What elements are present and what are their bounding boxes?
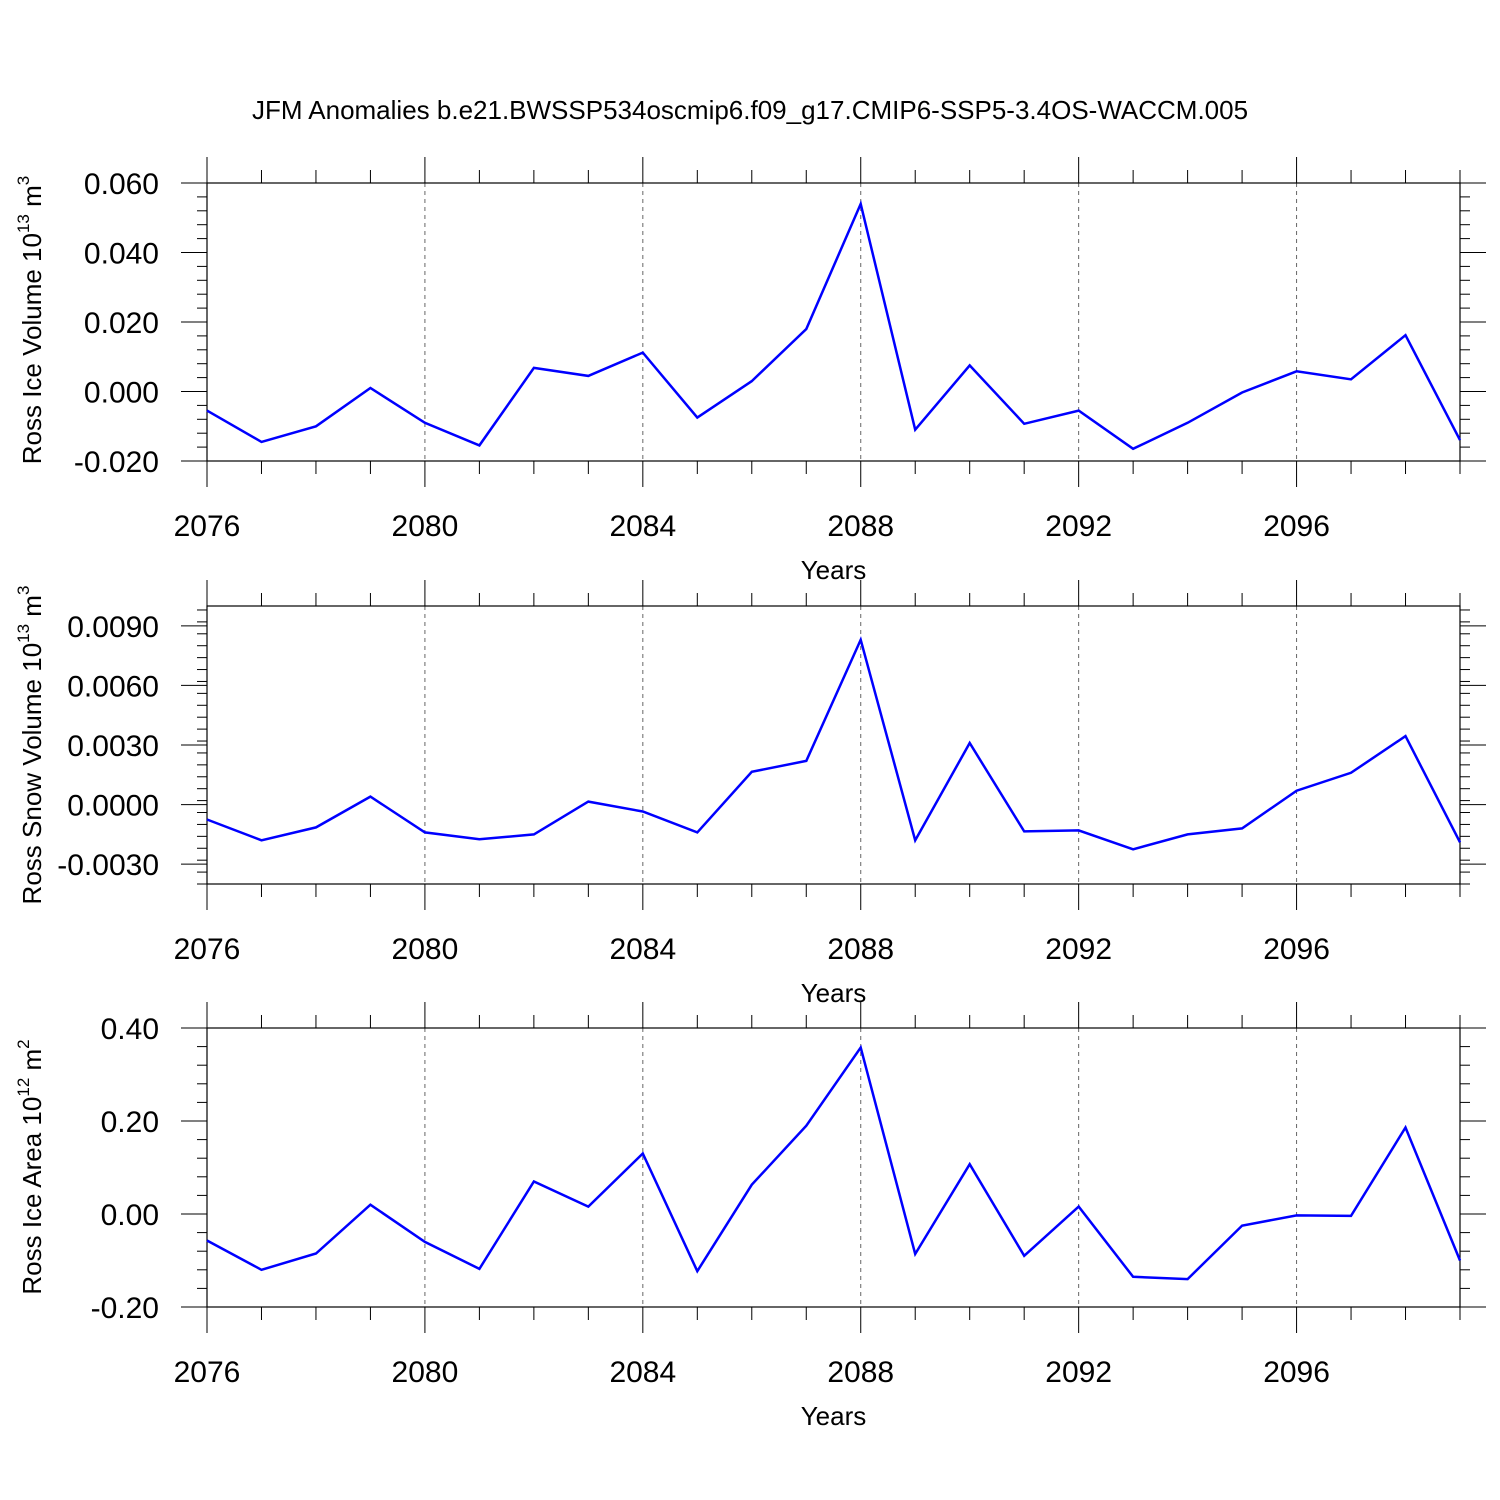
series-line <box>206 636 1462 851</box>
y-tick-label: 0.0090 <box>67 611 159 644</box>
plot-frame <box>206 1027 1461 1308</box>
y-axis-label: Ross Ice Volume 1013 m3 <box>14 176 47 465</box>
y-axis-label-text: Ross Ice Area 10 <box>17 1097 47 1295</box>
y-axis-label-unit-exp: 3 <box>14 176 33 185</box>
x-tick-label: 2080 <box>392 1356 459 1389</box>
x-tick-label: 2076 <box>174 933 241 966</box>
x-axis-label: Years <box>801 555 867 585</box>
y-tick-label: 0.060 <box>84 168 159 201</box>
x-tick-label: 2080 <box>392 510 459 543</box>
x-tick-label: 2084 <box>609 933 676 966</box>
x-tick-label: 2076 <box>174 510 241 543</box>
x-tick-label: 2088 <box>827 933 894 966</box>
y-tick-label: 0.20 <box>101 1106 159 1139</box>
y-axis-label-unit: m <box>17 185 47 214</box>
y-axis-label-exp: 13 <box>14 624 33 643</box>
y-tick-label: 0.40 <box>101 1013 159 1046</box>
y-axis-label-unit: m <box>17 1049 47 1078</box>
y-tick-label: 0.0030 <box>67 730 159 763</box>
y-tick-label: 0.020 <box>84 307 159 340</box>
x-tick-label: 2092 <box>1045 510 1112 543</box>
x-tick-label: 2088 <box>827 1356 894 1389</box>
y-axis-label-text: Ross Snow Volume 10 <box>17 643 47 905</box>
y-axis-label-exp: 12 <box>14 1078 33 1097</box>
y-axis-label-unit-exp: 2 <box>14 1039 33 1048</box>
series-line <box>206 1044 1462 1281</box>
y-tick-label: 0.040 <box>84 238 159 271</box>
panel-2: 2076 2080 2084 2088 2092 2096 Years -0.0030 0.00… <box>14 580 1486 1008</box>
y-axis-label: Ross Snow Volume 1013 m3 <box>14 586 47 905</box>
y-axis-label-exp: 13 <box>14 214 33 233</box>
x-tick-label: 2096 <box>1263 1356 1330 1389</box>
panels: 2076 2080 2084 2088 2092 2096Years-0.0200.000… <box>14 157 1486 1431</box>
y-tick-label: 0.00 <box>101 1199 159 1232</box>
plot-frame <box>206 605 1461 885</box>
chart-title: JFM Anomalies b.e21.BWSSP534oscmip6.f09_… <box>252 95 1248 125</box>
x-tick-label: 2084 <box>609 510 676 543</box>
x-tick-label: 2076 <box>174 1356 241 1389</box>
y-axis-label-unit-exp: 3 <box>14 586 33 595</box>
y-tick-label: -0.20 <box>91 1292 159 1325</box>
x-tick-label: 2088 <box>827 510 894 543</box>
y-tick-label: 0.0060 <box>67 670 159 703</box>
x-tick-label: 2092 <box>1045 1356 1112 1389</box>
x-axis-label: Years <box>801 978 867 1008</box>
y-tick-label: -0.0030 <box>57 849 159 882</box>
y-axis-label-unit: m <box>17 595 47 624</box>
x-axis-label: Years <box>801 1401 867 1431</box>
y-axis-label-text: Ross Ice Volume 10 <box>17 233 47 464</box>
y-tick-label: 0.0000 <box>67 790 159 823</box>
y-tick-label: 0.000 <box>84 377 159 410</box>
x-tick-label: 2084 <box>609 1356 676 1389</box>
x-tick-label: 2096 <box>1263 933 1330 966</box>
x-tick-label: 2092 <box>1045 933 1112 966</box>
y-tick-label: -0.020 <box>74 446 159 479</box>
x-tick-label: 2096 <box>1263 510 1330 543</box>
plot-frame <box>206 182 1461 462</box>
series-line <box>206 199 1462 451</box>
panel-1: 2076 2080 2084 2088 2092 2096 Years -0.020 0.000… <box>14 157 1486 585</box>
y-axis-label: Ross Ice Area 1012 m2 <box>14 1039 47 1294</box>
panel-3: 2076 2080 2084 2088 2092 2096 Years -0.20 0.00 0.… <box>14 1002 1486 1431</box>
x-tick-label: 2080 <box>392 933 459 966</box>
